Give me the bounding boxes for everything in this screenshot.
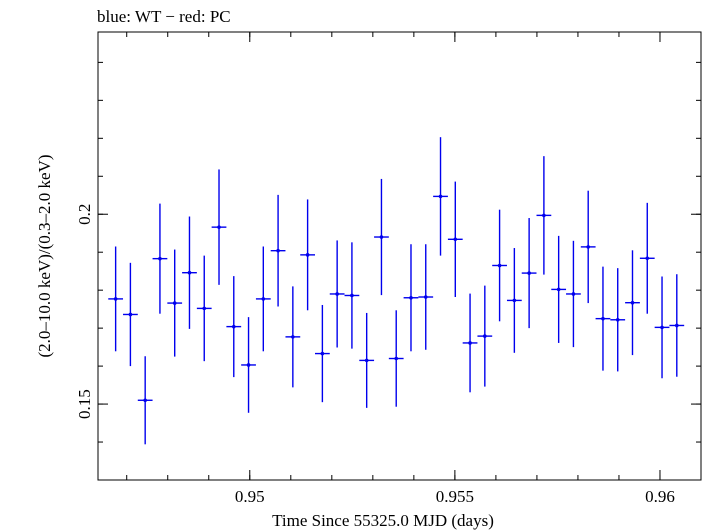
data-point	[196, 255, 212, 362]
data-point	[669, 274, 685, 377]
y-axis-label: (2.0–10.0 keV)/(0.3–2.0 keV)	[35, 154, 54, 357]
x-tick-label: 0.96	[645, 487, 675, 506]
data-point	[329, 240, 345, 348]
point-marker	[674, 323, 679, 328]
point-marker	[261, 297, 266, 301]
data-point	[536, 156, 552, 275]
point-marker	[364, 358, 369, 363]
data-point	[123, 262, 138, 367]
point-marker	[291, 335, 295, 339]
data-point	[433, 137, 448, 256]
data-point	[226, 276, 242, 378]
point-marker	[187, 270, 192, 275]
data-point	[654, 276, 670, 379]
data-point	[374, 178, 389, 296]
data-point	[388, 310, 404, 407]
point-marker	[409, 295, 413, 300]
data-point	[285, 286, 301, 388]
point-marker	[320, 351, 325, 356]
point-marker	[497, 263, 502, 268]
data-point	[595, 266, 611, 371]
data-point	[241, 317, 256, 413]
point-marker	[172, 301, 177, 305]
point-marker	[512, 298, 517, 303]
point-marker	[158, 256, 162, 261]
data-point	[167, 249, 183, 357]
data-point	[625, 250, 640, 356]
point-marker	[231, 324, 236, 329]
data-point	[137, 356, 153, 445]
data-point	[403, 244, 419, 352]
point-marker	[586, 245, 590, 249]
point-marker	[305, 253, 310, 257]
x-tick-label: 0.955	[436, 487, 474, 506]
point-marker	[453, 237, 458, 242]
data-point	[580, 190, 596, 304]
point-marker	[246, 363, 251, 367]
point-marker	[423, 295, 428, 299]
data-point	[418, 244, 434, 350]
y-tick-label: 0.15	[75, 389, 94, 419]
data-point	[152, 203, 168, 314]
data-point	[566, 240, 581, 348]
x-tick-label: 0.95	[235, 487, 265, 506]
data-point	[462, 293, 478, 393]
point-marker	[615, 317, 620, 322]
data-point	[506, 248, 522, 353]
data-point	[108, 246, 124, 352]
point-marker	[527, 271, 531, 275]
point-marker	[571, 292, 576, 296]
axes: 0.95 0.955 0.96 0.15 0.2	[75, 32, 702, 506]
x-axis-label: Time Since 55325.0 MJD (days)	[272, 511, 494, 530]
point-marker	[645, 256, 650, 261]
point-marker	[630, 300, 635, 305]
y-tick-label: 0.2	[75, 204, 94, 225]
point-marker	[143, 398, 147, 403]
data-point	[211, 169, 227, 285]
data-point	[182, 216, 197, 329]
data-point	[492, 209, 507, 322]
point-marker	[483, 334, 487, 338]
chart-title: blue: WT − red: PC	[97, 7, 231, 26]
point-marker	[128, 312, 133, 317]
point-marker	[217, 225, 221, 229]
plot-frame	[97, 31, 702, 481]
data-point	[551, 235, 567, 343]
point-marker	[601, 316, 605, 321]
data-point	[447, 181, 463, 298]
data-point	[270, 194, 286, 307]
point-marker	[438, 194, 443, 199]
data-point	[477, 285, 493, 387]
data-point	[314, 304, 330, 403]
data-point	[300, 199, 315, 311]
data-point	[639, 202, 655, 314]
data-point	[359, 312, 375, 408]
point-marker	[335, 292, 339, 296]
point-marker	[350, 293, 354, 298]
data-point	[344, 242, 360, 349]
point-marker	[468, 341, 472, 345]
data-point	[255, 246, 271, 352]
point-marker	[394, 356, 399, 361]
point-marker	[379, 235, 384, 239]
point-marker	[276, 248, 280, 253]
point-marker	[202, 306, 207, 311]
data-point	[610, 268, 626, 372]
data-points	[108, 137, 685, 445]
point-marker	[556, 287, 561, 292]
data-point	[521, 218, 537, 329]
point-marker	[542, 213, 546, 218]
point-marker	[660, 325, 664, 330]
point-marker	[113, 297, 118, 301]
